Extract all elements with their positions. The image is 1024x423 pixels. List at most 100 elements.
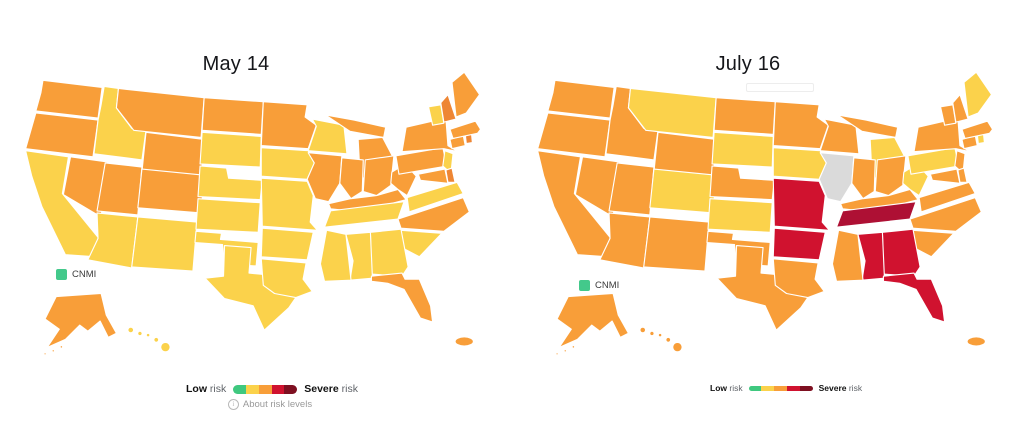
state-md[interactable]	[929, 168, 961, 184]
risk-color-scale	[233, 384, 298, 394]
state-nc[interactable]	[909, 197, 982, 232]
legend-segment-green	[748, 385, 762, 391]
state-mn[interactable]	[260, 101, 317, 150]
state-ar[interactable]	[260, 227, 314, 261]
state-ne[interactable]	[197, 165, 263, 201]
state-sc[interactable]	[399, 229, 443, 258]
state-ia[interactable]	[772, 147, 827, 180]
state-sd[interactable]	[711, 131, 774, 168]
cnmi-region-chip	[579, 280, 590, 291]
state-la[interactable]	[772, 258, 825, 299]
state-va[interactable]	[406, 181, 464, 213]
state-ut[interactable]	[608, 162, 655, 216]
state-vt[interactable]	[427, 104, 445, 126]
cnmi-label: CNMI	[72, 269, 97, 280]
empty-tooltip-box	[746, 83, 814, 92]
state-wa[interactable]	[35, 79, 103, 119]
state-co[interactable]	[137, 168, 205, 214]
state-or[interactable]	[537, 112, 611, 158]
state-la[interactable]	[260, 258, 313, 299]
panel-may-14: May 14 CNMI Low risk Severe risk i About…	[25, 52, 482, 410]
state-ak[interactable]	[43, 292, 117, 356]
legend-high-strong: Severe	[304, 383, 339, 395]
state-vt[interactable]	[939, 104, 957, 126]
state-or[interactable]	[25, 112, 99, 158]
cnmi-label: CNMI	[595, 280, 620, 291]
state-mt[interactable]	[115, 87, 205, 139]
state-ky[interactable]	[840, 188, 919, 213]
map-title-may-14: May 14	[202, 52, 270, 75]
state-az[interactable]	[87, 212, 139, 269]
state-nd[interactable]	[713, 97, 776, 135]
legend-segment-red	[271, 384, 285, 394]
state-ia[interactable]	[260, 147, 315, 180]
panel-july-16: July 16 CNMI Low risk Severe risk	[512, 0, 1024, 423]
state-hi[interactable]	[127, 326, 171, 353]
state-ut[interactable]	[96, 162, 143, 216]
cnmi-legend-item[interactable]: CNMI	[579, 280, 619, 291]
state-wa[interactable]	[547, 79, 615, 119]
state-ms[interactable]	[319, 229, 352, 282]
state-mo[interactable]	[772, 177, 830, 231]
state-mi_up[interactable]	[836, 114, 899, 139]
state-ny[interactable]	[913, 117, 971, 153]
legend-low-label: Low risk	[710, 383, 743, 393]
state-nm[interactable]	[131, 216, 198, 272]
risk-legend: Low risk Severe risk	[710, 383, 862, 393]
state-nm[interactable]	[643, 216, 710, 272]
state-co[interactable]	[649, 168, 717, 214]
legend-segment-orange	[774, 385, 787, 391]
state-hi[interactable]	[639, 326, 683, 353]
state-in[interactable]	[851, 157, 876, 200]
state-ny[interactable]	[401, 117, 459, 153]
legend-segment-maroon	[799, 385, 813, 391]
state-mi_up[interactable]	[324, 114, 387, 139]
state-nd[interactable]	[201, 97, 264, 135]
state-mo[interactable]	[260, 177, 318, 231]
state-sd[interactable]	[199, 131, 262, 168]
state-me[interactable]	[451, 71, 481, 118]
state-az[interactable]	[599, 212, 651, 269]
legend-high-rest: risk	[846, 383, 863, 393]
map-title-july-16: July 16	[715, 52, 781, 75]
state-ma[interactable]	[449, 120, 482, 140]
legend-high-rest: risk	[338, 383, 358, 395]
state-fl[interactable]	[882, 272, 946, 323]
state-mt[interactable]	[627, 87, 717, 139]
state-nh[interactable]	[952, 94, 969, 123]
state-tx[interactable]	[204, 244, 301, 331]
cnmi-region-chip	[56, 269, 67, 280]
state-al[interactable]	[345, 231, 374, 281]
state-ga[interactable]	[881, 228, 921, 277]
state-oh[interactable]	[874, 155, 907, 197]
state-ky[interactable]	[328, 188, 407, 213]
state-oh[interactable]	[362, 155, 395, 197]
state-ks[interactable]	[707, 198, 773, 233]
cnmi-legend-item[interactable]: CNMI	[56, 269, 96, 280]
risk-color-scale	[748, 385, 813, 391]
state-sc[interactable]	[911, 229, 955, 258]
state-md[interactable]	[417, 168, 449, 184]
state-nh[interactable]	[440, 94, 457, 123]
state-al[interactable]	[857, 231, 886, 281]
state-ks[interactable]	[195, 198, 261, 233]
state-tx[interactable]	[716, 244, 813, 331]
state-ar[interactable]	[772, 227, 826, 261]
state-me[interactable]	[963, 71, 993, 118]
state-in[interactable]	[339, 157, 364, 200]
state-ga[interactable]	[369, 228, 409, 277]
state-ne[interactable]	[709, 165, 775, 201]
state-ms[interactable]	[831, 229, 864, 282]
us-map-may-14	[25, 71, 482, 356]
state-pr[interactable]	[454, 336, 474, 347]
state-pr[interactable]	[966, 336, 986, 347]
state-nc[interactable]	[397, 197, 470, 232]
state-mn[interactable]	[772, 101, 829, 150]
state-ak[interactable]	[555, 292, 629, 356]
state-va[interactable]	[918, 181, 976, 213]
about-risk-levels-label: About risk levels	[242, 399, 313, 410]
state-ma[interactable]	[961, 120, 994, 140]
state-fl[interactable]	[370, 272, 434, 323]
about-risk-levels-link[interactable]: i About risk levels	[186, 399, 354, 410]
